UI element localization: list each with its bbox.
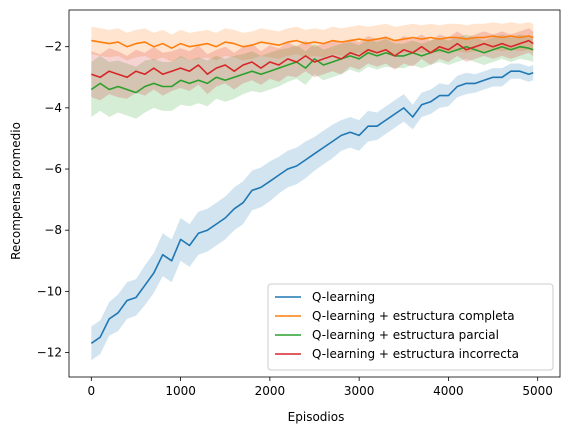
axes: 0 1000 2000 3000 4000 5000 −12 −10 −8 −6 −4 −2 (37, 9, 561, 398)
line-series-1 (90, 70, 534, 345)
x-tick-label: 3000 (344, 384, 375, 398)
legend: Q-learning Q-learning + estructura comple… (267, 283, 554, 371)
y-tick-label: −2 (44, 40, 62, 54)
legend-label-1: Q-learning (312, 290, 375, 304)
y-tick-label: −6 (44, 162, 62, 176)
y-tick-label: −12 (37, 346, 62, 360)
x-axis-label: Episodios (288, 410, 345, 424)
y-axis-label: Recompensa promedio (9, 122, 23, 260)
plot-frame (68, 9, 561, 378)
line-series-2 (91, 35, 534, 50)
y-tick-label: −8 (44, 223, 62, 237)
legend-box (267, 283, 554, 371)
x-tick-label: 4000 (433, 384, 464, 398)
x-tick-label: 5000 (522, 384, 553, 398)
y-tick-label: −4 (44, 101, 62, 115)
x-tick-label: 0 (87, 384, 95, 398)
x-tick-label: 2000 (255, 384, 286, 398)
legend-label-3: Q-learning + estructura parcial (312, 328, 499, 342)
x-tick-label: 1000 (165, 384, 196, 398)
legend-label-4: Q-learning + estructura incorrecta (312, 347, 519, 361)
y-tick-label: −10 (37, 284, 62, 298)
line-series-4 (91, 39, 534, 79)
legend-label-2: Q-learning + estructura completa (312, 309, 515, 323)
series-lines (90, 35, 534, 345)
